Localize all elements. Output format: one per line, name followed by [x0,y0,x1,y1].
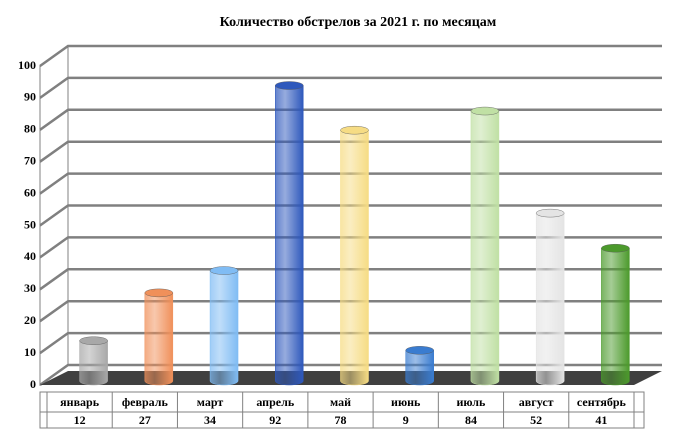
table-value: 41 [595,413,607,427]
y-tick-label: 90 [24,90,36,104]
x-tick-label: май [330,395,351,409]
bar-top [601,244,630,253]
bar [405,350,434,386]
x-tick-label: март [197,395,224,409]
y-tick-label: 0 [30,377,36,391]
bar [275,85,304,386]
x-tick-label: апрель [256,395,294,409]
bar-top [535,208,565,218]
bar [209,270,239,386]
x-tick-label: сентябрь [577,395,627,409]
grid-line [39,268,662,291]
y-tick-label: 80 [24,122,36,136]
bar [340,129,369,386]
table-value: 84 [465,413,477,427]
x-tick-label: январь [60,395,100,409]
grid-line [39,299,662,323]
bar-top [79,336,108,345]
grid-line [39,140,662,163]
table-value: 78 [335,413,347,427]
y-tick-label: 70 [24,153,36,167]
bar [470,110,500,386]
table-value: 27 [139,413,151,427]
grid-line [39,331,662,355]
grid-line [39,108,662,131]
table-border [39,391,645,429]
bar-top [275,81,304,90]
bar [535,212,565,386]
table-value: 12 [74,413,86,427]
y-tick-label: 10 [24,345,36,359]
grid-line [39,236,662,259]
x-tick-label: июнь [391,395,421,409]
bar-top [405,346,434,355]
grid-line [39,172,662,195]
bar [144,292,174,386]
table-value: 92 [269,413,281,427]
bar-top [340,125,369,135]
table-value: 34 [204,413,216,427]
x-tick-label: август [519,395,554,409]
bar-top [470,106,500,116]
y-tick-label: 20 [24,313,36,327]
grid-line [39,76,662,99]
grid-line [39,44,662,68]
x-tick-label: июль [457,395,487,409]
table-value: 52 [530,413,542,427]
y-tick-label: 30 [24,281,36,295]
bar [601,247,630,386]
bar-top [144,288,174,298]
y-tick-label: 100 [18,58,36,72]
x-tick-label: февраль [122,395,169,409]
grid-line [39,204,662,227]
y-tick-label: 50 [24,217,36,231]
chart-title: Количество обстрелов за 2021 г. по месяц… [220,15,497,30]
bar-top [209,266,239,275]
table-value: 9 [403,413,409,427]
grid-line [39,363,662,387]
bar [79,340,108,386]
y-tick-label: 60 [24,185,36,199]
y-tick-label: 40 [24,249,36,263]
